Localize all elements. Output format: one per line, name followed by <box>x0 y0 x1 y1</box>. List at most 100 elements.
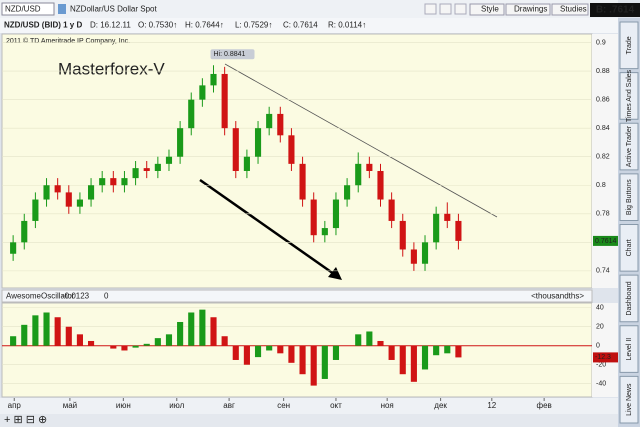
side-tab-label: Level II <box>626 338 633 361</box>
osc-bar <box>399 345 406 375</box>
osc-bar <box>277 345 284 354</box>
style-button[interactable] <box>469 3 505 16</box>
y-tick-label: 0.74 <box>596 268 610 275</box>
osc-bar <box>121 345 128 351</box>
x-axis-bar <box>0 398 618 414</box>
high-label: Hi: 0.8841 <box>214 51 246 58</box>
x-tick-label: апр <box>8 401 22 410</box>
candle-body <box>444 213 451 221</box>
y-tick-label: -20 <box>596 362 606 369</box>
high-label-box <box>210 49 255 60</box>
candle-body <box>266 113 273 129</box>
osc-axis <box>592 303 618 397</box>
arrow-head <box>328 267 342 280</box>
symbol: NZD/USD <box>5 5 41 14</box>
candle-body <box>165 156 173 164</box>
symbol-box[interactable] <box>1 2 55 16</box>
osc-bar <box>132 345 139 348</box>
candle-body <box>288 135 295 164</box>
candle-body <box>177 128 184 157</box>
candle-body <box>110 178 117 186</box>
x-tick-label: 12 <box>487 401 496 410</box>
y-tick-label: 0.8 <box>596 182 606 189</box>
candle-body <box>243 156 250 171</box>
candle-body <box>254 128 262 157</box>
button-label: Studies <box>560 5 587 14</box>
side-tab[interactable] <box>619 375 639 424</box>
side-tab[interactable] <box>619 224 639 272</box>
price-panel <box>1 33 593 289</box>
candle-body <box>399 220 406 250</box>
osc-bar <box>54 317 61 346</box>
tool-icon[interactable] <box>454 3 467 15</box>
candle-body <box>433 213 440 243</box>
osc-field: 0 <box>104 292 109 301</box>
x-tick-label: июн <box>116 401 131 410</box>
last-osc-box <box>593 352 618 363</box>
candle-body <box>199 85 206 100</box>
candle-body <box>210 73 217 86</box>
side-tab-label: Dashboard <box>626 281 633 315</box>
osc-bar <box>444 345 451 354</box>
candle-body <box>332 199 340 229</box>
bottom-bar <box>0 414 618 427</box>
candle-body <box>377 170 384 200</box>
button-label: Style <box>481 5 499 14</box>
candle-body <box>54 185 61 193</box>
candle-body <box>10 242 17 254</box>
osc-bar <box>388 345 395 360</box>
candle-body <box>344 185 351 200</box>
candle-body <box>455 220 462 241</box>
last-price-label: 0.7614 <box>595 238 617 245</box>
osc-bar <box>288 345 295 363</box>
candle-body <box>76 199 83 207</box>
osc-bar <box>87 340 95 346</box>
x-tick-label: авг <box>223 401 235 410</box>
osc-bar <box>165 334 173 346</box>
osc-units: <thousandths> <box>531 292 584 301</box>
tool-icon[interactable] <box>439 3 452 15</box>
y-tick-label: -40 <box>596 381 606 388</box>
candle-body <box>410 249 417 264</box>
osc-bar <box>332 345 340 360</box>
side-tab-label: Active Trader <box>626 125 633 167</box>
osc-title: AwesomeOscillator <box>6 292 75 301</box>
osc-bar <box>377 340 384 346</box>
osc-bar <box>32 315 39 346</box>
osc-bar <box>299 345 306 375</box>
tool-icon[interactable] <box>424 3 437 15</box>
studies-button[interactable] <box>551 3 589 16</box>
osc-bar <box>154 338 161 346</box>
copyright: 2011 © TD Ameritrade IP Company, Inc. <box>6 37 130 45</box>
candle-body <box>421 242 429 264</box>
osc-bar <box>421 345 429 370</box>
side-tab-label: Big Buttons <box>626 179 633 215</box>
x-tick-label: сен <box>277 401 290 410</box>
candle-body <box>65 192 72 207</box>
candle-body <box>299 163 306 200</box>
side-tab[interactable] <box>619 274 639 323</box>
candle-body <box>43 185 50 200</box>
side-tab[interactable] <box>619 173 639 221</box>
side-tab[interactable] <box>619 21 639 70</box>
x-tick-label: июл <box>169 401 184 410</box>
candle-body <box>321 228 328 236</box>
osc-bar <box>143 343 150 346</box>
osc-bar <box>199 309 206 346</box>
side-tab[interactable] <box>619 122 639 171</box>
y-tick-label: 0 <box>596 343 600 350</box>
candle-body <box>388 199 395 221</box>
side-tab[interactable] <box>619 72 639 120</box>
candle-body <box>277 113 284 136</box>
osc-bar <box>232 345 239 360</box>
side-tab-label: Live News <box>626 383 633 416</box>
side-tab-label: Trade <box>626 36 633 54</box>
candle-body <box>366 163 373 171</box>
x-tick-label: ноя <box>381 401 394 410</box>
drawings-button[interactable] <box>505 3 551 16</box>
side-tab[interactable] <box>619 325 639 373</box>
link-icon[interactable] <box>58 4 66 14</box>
osc-bar <box>410 345 417 382</box>
zoom-icons[interactable]: + ⊞ ⊟ ⊕ <box>4 414 47 426</box>
